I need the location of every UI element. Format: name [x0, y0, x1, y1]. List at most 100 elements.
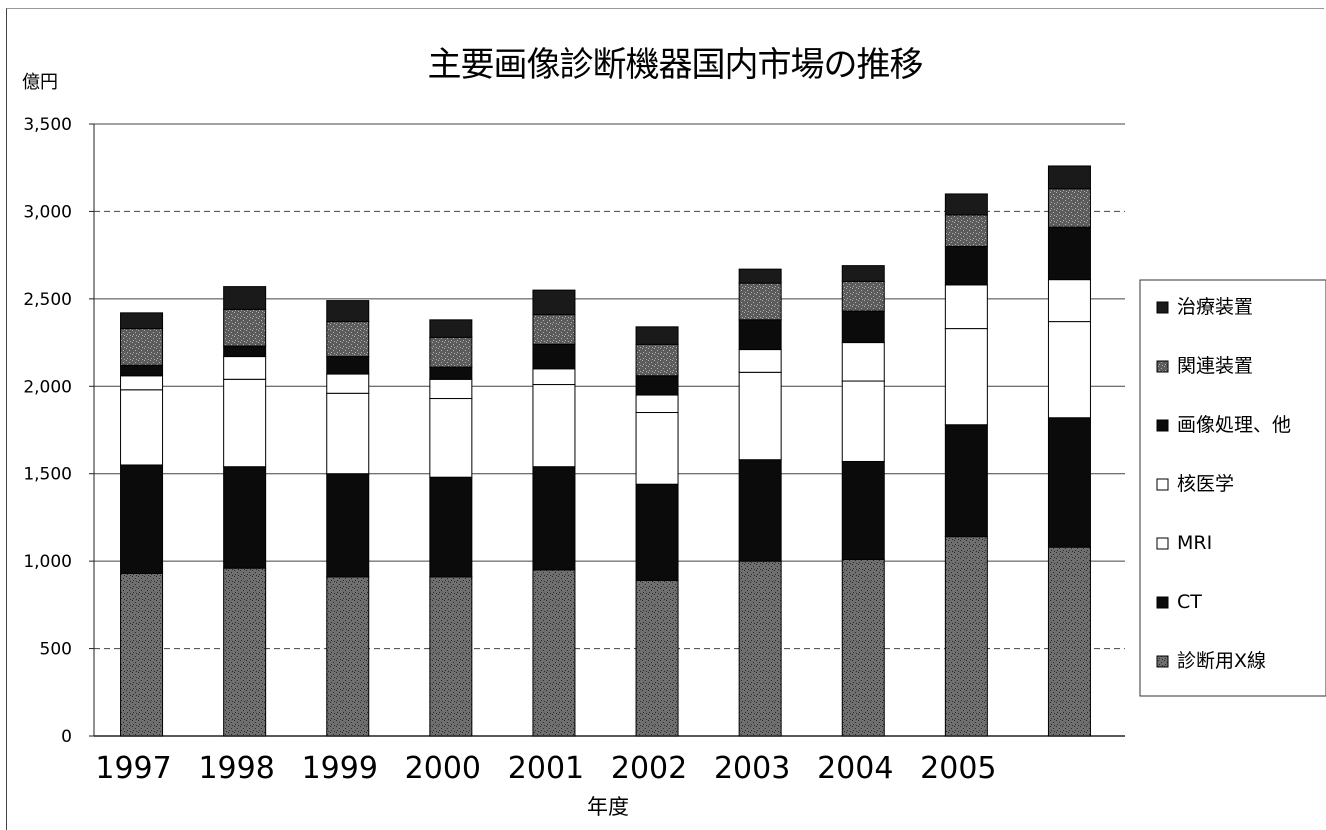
bar-segment: [532, 314, 576, 345]
bar-segment: [738, 349, 782, 373]
bar-segment: [223, 356, 267, 380]
legend-label: CT: [1177, 591, 1202, 613]
x-axis: 1997 1998 1999 2000 2001 2002 2003 2004 2005: [95, 751, 996, 786]
bar-segment: [635, 483, 679, 581]
legend-swatch: [1156, 478, 1169, 491]
bar-segment: [944, 328, 988, 426]
bar-segment: [841, 265, 885, 282]
legend-label: 治療装置: [1177, 296, 1253, 318]
bar-segment: [944, 424, 988, 538]
x-tick-label: 1998: [198, 751, 274, 786]
bar-segment: [326, 321, 370, 358]
y-tick-label: 1,000: [23, 552, 72, 572]
bar-segment: [841, 558, 885, 737]
bar-segment: [1047, 188, 1091, 228]
bar-segment: [944, 284, 988, 330]
bar-segment: [223, 466, 267, 569]
bar-segment: [635, 394, 679, 414]
bar-segment: [532, 569, 576, 737]
bar-segment: [532, 466, 576, 571]
bar-segment: [120, 389, 164, 466]
bar-segment: [635, 375, 679, 396]
legend-label: MRI: [1177, 532, 1212, 554]
bar-segment: [223, 286, 267, 310]
bar-segment: [429, 576, 473, 737]
bar-segment: [738, 459, 782, 562]
y-tick-label: 3,000: [23, 202, 72, 222]
x-tick-label: 2001: [508, 751, 584, 786]
legend-swatch: [1156, 360, 1169, 373]
y-tick-label: 3,500: [23, 115, 72, 135]
bar-segment: [532, 384, 576, 468]
bar-segment: [223, 567, 267, 737]
bar-segment: [841, 460, 885, 560]
bar-segment: [120, 312, 164, 330]
bar-segment: [223, 345, 267, 358]
legend-label: 画像処理、他: [1177, 414, 1291, 436]
bar-segment: [429, 378, 473, 400]
bar-segment: [841, 280, 885, 312]
bar-segment: [429, 476, 473, 578]
bar-segment: [532, 368, 576, 386]
bar-segment: [429, 319, 473, 338]
y-axis-unit: 億円: [22, 72, 58, 93]
bar-segment: [738, 371, 782, 461]
y-tick-label: 500: [40, 640, 72, 660]
bar-segment: [841, 310, 885, 344]
bar-segment: [326, 373, 370, 394]
bar-segment: [532, 343, 576, 370]
x-tick-label: 2003: [714, 751, 790, 786]
x-tick-label: 2004: [817, 751, 893, 786]
legend-swatch: [1156, 596, 1169, 609]
bar-segment: [429, 366, 473, 380]
legend-swatch: [1156, 419, 1169, 432]
bar-segment: [635, 579, 679, 737]
legend-swatch: [1156, 537, 1169, 550]
bar-segment: [120, 572, 164, 737]
chart-frame: [6, 8, 1324, 830]
bar-segment: [1047, 279, 1091, 323]
bar-segment: [635, 326, 679, 345]
bar-segment: [841, 380, 885, 462]
bar-segment: [120, 464, 164, 574]
x-tick-label: 1999: [302, 751, 378, 786]
bar-segment: [429, 398, 473, 478]
x-tick-label: 2005: [920, 751, 996, 786]
bar-segment: [120, 328, 164, 366]
bar-segment: [1047, 165, 1091, 190]
y-tick-label: 1,500: [23, 465, 72, 485]
bar-segment: [429, 336, 473, 368]
bar-segment: [532, 289, 576, 316]
bar-segment: [738, 560, 782, 737]
bar-segment: [1047, 546, 1091, 737]
bar-segment: [1047, 226, 1091, 281]
bar-segment: [841, 342, 885, 382]
bar-segment: [326, 392, 370, 475]
legend-label: 核医学: [1177, 473, 1234, 495]
legend-label: 関連装置: [1177, 355, 1253, 377]
bars: [120, 165, 1091, 737]
bar-segment: [326, 356, 370, 375]
x-tick-label: 2002: [611, 751, 687, 786]
bar-segment: [120, 375, 164, 391]
bar-segment: [738, 319, 782, 351]
x-axis-title: 年度: [587, 795, 629, 819]
bar-segment: [1047, 417, 1091, 548]
bar-segment: [223, 378, 267, 468]
chart-title: 主要画像診断機器国内市場の推移: [428, 45, 923, 85]
legend-label: 診断用X線: [1177, 650, 1266, 672]
y-tick-label: 2,000: [23, 377, 72, 397]
bar-segment: [635, 343, 679, 377]
bar-segment: [1047, 321, 1091, 419]
bar-segment: [944, 245, 988, 286]
legend-swatch: [1156, 301, 1169, 314]
bar-segment: [944, 214, 988, 247]
y-tick-label: 2,500: [23, 290, 72, 310]
bar-segment: [738, 282, 782, 321]
x-tick-label: 1997: [95, 751, 171, 786]
x-tick-label: 2000: [405, 751, 481, 786]
bar-segment: [944, 536, 988, 737]
bar-segment: [326, 300, 370, 323]
